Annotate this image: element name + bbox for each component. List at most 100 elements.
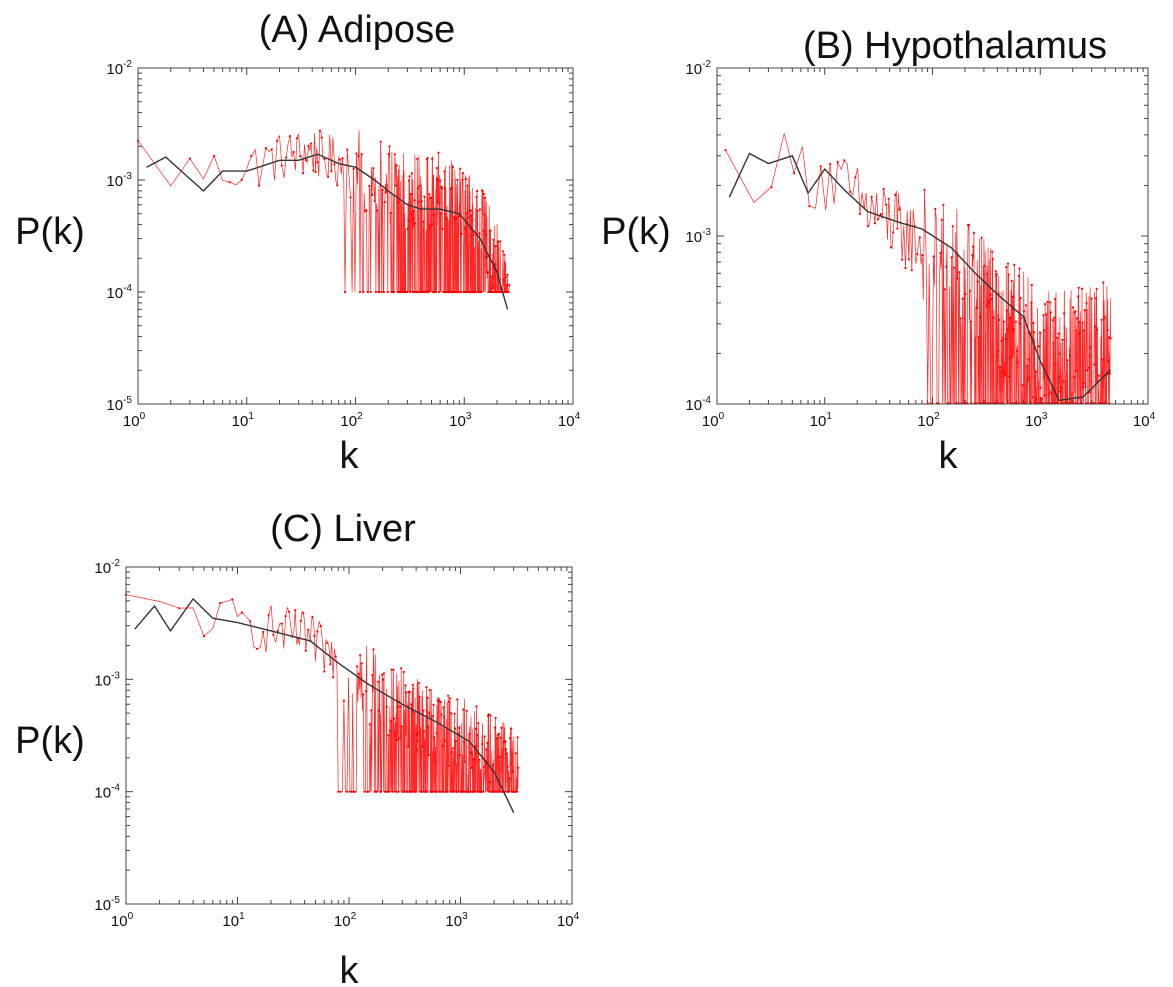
red-data-point: [1058, 352, 1061, 355]
red-data-point: [1083, 382, 1086, 385]
red-data-point: [240, 178, 243, 181]
red-data-point: [866, 225, 870, 228]
red-data-point: [979, 315, 982, 318]
red-data-point: [465, 211, 468, 214]
red-data-point: [1109, 337, 1112, 340]
red-data-point: [423, 730, 426, 733]
red-data-point: [465, 290, 468, 294]
red-data-point: [372, 648, 375, 651]
red-data-point: [384, 191, 387, 194]
red-data-point: [379, 140, 382, 143]
red-data-point: [399, 705, 402, 708]
red-data-point: [484, 256, 487, 259]
red-data-point: [477, 722, 480, 725]
red-data-point: [456, 790, 460, 793]
red-data-point: [961, 297, 964, 300]
red-data-point: [849, 190, 852, 193]
red-data-point: [231, 598, 234, 601]
red-data-point: [406, 745, 410, 748]
red-data-point: [959, 317, 962, 320]
red-data-point: [894, 193, 897, 197]
red-data-point: [451, 166, 454, 169]
red-data-point: [398, 737, 401, 740]
red-data-point: [465, 709, 468, 712]
x-axis-label: k: [340, 950, 360, 987]
red-data-point: [380, 790, 383, 793]
red-data-point: [382, 672, 386, 675]
red-data-point: [431, 157, 434, 160]
red-data-point: [921, 254, 924, 257]
red-data-point: [504, 748, 508, 751]
red-data-point: [1101, 358, 1104, 361]
red-data-point: [1008, 375, 1011, 378]
red-data-point: [447, 764, 450, 767]
red-data-point: [488, 781, 491, 784]
red-data-point: [1043, 394, 1046, 397]
y-tick-label: 10-2: [94, 558, 120, 577]
x-tick-label: 103: [445, 911, 468, 930]
red-data-point: [469, 290, 472, 294]
red-data-point: [1057, 332, 1060, 335]
red-data-point: [1002, 320, 1006, 323]
red-data-point: [302, 172, 305, 175]
red-data-point: [1075, 370, 1078, 373]
red-data-point: [409, 290, 412, 294]
red-data-point: [969, 320, 972, 323]
red-data-point: [493, 726, 497, 729]
red-data-point: [1058, 375, 1061, 378]
red-data-point: [426, 790, 429, 793]
red-data-point: [1039, 331, 1042, 334]
x-tick-label: 100: [123, 411, 146, 430]
black-fit-line: [146, 153, 509, 310]
red-data-point: [1001, 370, 1004, 373]
red-data-point: [1038, 345, 1041, 348]
red-data-point: [295, 137, 299, 140]
red-data-point: [1107, 360, 1110, 363]
red-data-point: [358, 290, 362, 294]
red-data-point: [1047, 393, 1050, 396]
red-data-point: [458, 726, 461, 730]
red-data-point: [1026, 365, 1029, 368]
red-data-point: [1012, 327, 1015, 330]
red-data-point: [499, 736, 502, 739]
red-data-point: [1066, 359, 1069, 362]
red-data-point: [319, 625, 322, 628]
red-data-point: [288, 610, 291, 613]
red-data-point: [480, 290, 483, 294]
red-data-point: [450, 750, 453, 753]
red-data-point: [407, 219, 410, 223]
red-data-point: [516, 736, 519, 739]
red-data-point: [309, 142, 313, 145]
tick-layer: 100 101 102 103 104 10-5 10-4 10-3 10-2: [106, 59, 580, 430]
red-data-point: [892, 231, 895, 234]
red-data-point: [410, 172, 413, 175]
red-data-point: [495, 737, 498, 740]
red-data-point: [313, 634, 316, 638]
red-data-point: [408, 175, 411, 178]
red-data-point: [1042, 329, 1045, 332]
red-data-point: [453, 712, 456, 715]
red-data-point: [367, 790, 370, 793]
red-data-point: [280, 164, 283, 167]
red-data-point: [463, 760, 466, 763]
red-data-point: [241, 611, 244, 614]
red-data-point: [352, 167, 355, 170]
red-data-point: [428, 224, 432, 227]
red-data-point: [985, 305, 988, 308]
red-data-point: [1045, 313, 1048, 316]
red-data-point: [1000, 339, 1003, 343]
red-data-point: [326, 641, 329, 645]
red-data-point: [487, 713, 490, 716]
red-data-point: [461, 172, 465, 175]
red-data-point: [1049, 311, 1052, 314]
red-data-point: [1069, 354, 1072, 357]
red-data-point: [1031, 396, 1034, 399]
x-tick-label: 101: [222, 911, 245, 930]
red-data-point: [478, 208, 481, 211]
red-data-point: [470, 214, 473, 217]
red-data-point: [943, 288, 946, 291]
red-data-point: [491, 286, 494, 289]
red-data-point: [1006, 328, 1009, 331]
red-data-point: [506, 765, 509, 768]
red-data-point: [1007, 273, 1010, 276]
